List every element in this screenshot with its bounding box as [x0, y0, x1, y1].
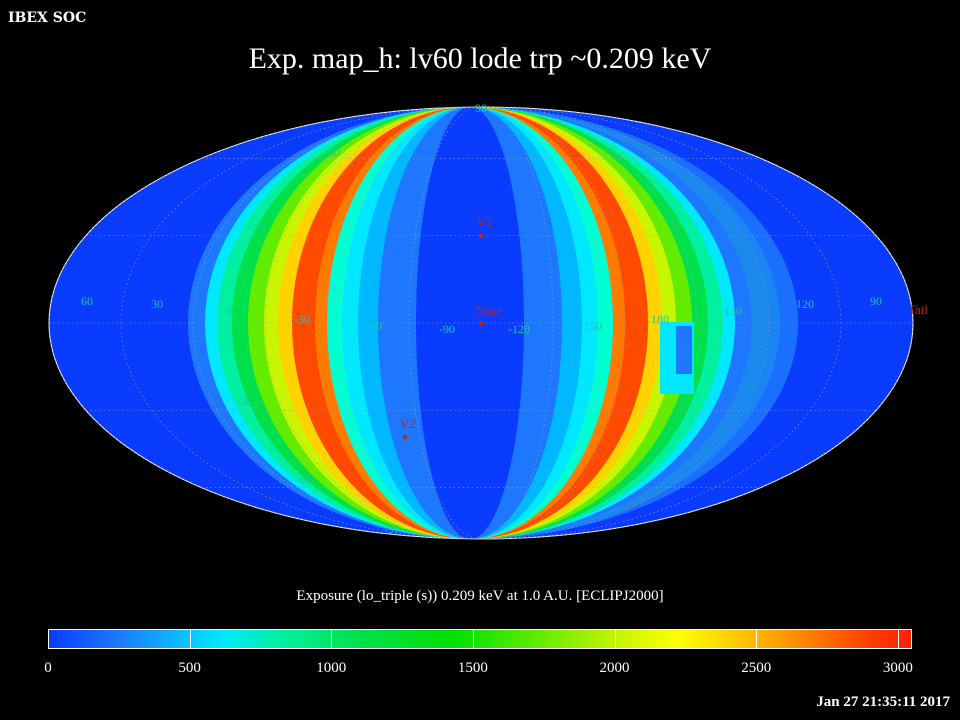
longitude-label: 120: [796, 297, 814, 311]
colorbar-tick: [614, 629, 616, 649]
colorbar-tick: [756, 629, 758, 649]
latitude-label: -60: [294, 472, 310, 486]
colorbar-tick-label: 0: [44, 660, 52, 676]
latitude-label: 60: [328, 145, 340, 159]
marker-dot-nose: [479, 321, 483, 325]
longitude-label: 90: [870, 294, 882, 308]
longitude-label: 30: [151, 297, 163, 311]
longitude-label: 180: [651, 312, 669, 326]
colorbar-tick-label: 2000: [599, 660, 630, 676]
longitude-labels: 60 30 0 -30 -60 -90 -120 -150 180 150 120 90: [81, 294, 882, 336]
marker-dot-v2: [403, 435, 407, 439]
longitude-label: -60: [366, 319, 382, 333]
colorbar-tick-label: 500: [178, 660, 201, 676]
colorbar-tick: [331, 629, 333, 649]
map-markers: V1 Nose V2 Tail: [400, 215, 928, 439]
exposure-patch: [676, 326, 692, 374]
colorbar: [48, 629, 912, 649]
longitude-label: 60: [81, 294, 93, 308]
grid-line: [264, 106, 698, 540]
marker-label-v2: V2: [400, 416, 416, 431]
marker-label-nose: Nose: [476, 303, 503, 318]
grid-line: [120, 106, 842, 540]
map-title: Exp. map_h: lv60 lode trp ~0.209 keV: [248, 42, 712, 75]
longitude-label: -90: [439, 322, 455, 336]
grid-line: [48, 106, 914, 540]
grid-line: [336, 106, 626, 540]
longitude-label: -150: [580, 319, 602, 333]
longitude-label: 0: [227, 304, 233, 318]
latitude-labels: 90 60 30 -30 -60 -90: [236, 101, 487, 536]
longitude-label: 150: [724, 304, 742, 318]
longitude-label: -30: [294, 312, 310, 326]
latitude-label: -30: [236, 394, 252, 408]
latitude-label: 90: [475, 101, 487, 115]
latitude-label: 30: [253, 221, 265, 235]
colorbar-tick: [48, 629, 49, 649]
marker-label-tail: Tail: [908, 302, 928, 317]
marker-label-v1: V1: [477, 215, 493, 230]
corner-label: IBEX SOC: [8, 10, 87, 26]
timestamp: Jan 27 21:35:11 2017: [816, 694, 950, 710]
longitude-label: -120: [508, 322, 530, 336]
colorbar-caption: Exposure (lo_triple (s)) 0.209 keV at 1.…: [296, 588, 664, 604]
colorbar-tick-label: 1500: [457, 660, 488, 676]
colorbar-tick-label: 1000: [316, 660, 347, 676]
exposure-band: [416, 107, 524, 539]
colorbar-tick-label: 2500: [741, 660, 772, 676]
colorbar-tick: [472, 629, 474, 649]
grid-line: [408, 106, 554, 540]
graticule: [48, 106, 914, 540]
colorbar-tick-label: 3000: [882, 660, 913, 676]
latitude-label: -90: [384, 522, 400, 536]
colorbar-tick: [897, 629, 899, 649]
colorbar-tick: [189, 629, 191, 649]
marker-dot-v1: [479, 234, 483, 238]
